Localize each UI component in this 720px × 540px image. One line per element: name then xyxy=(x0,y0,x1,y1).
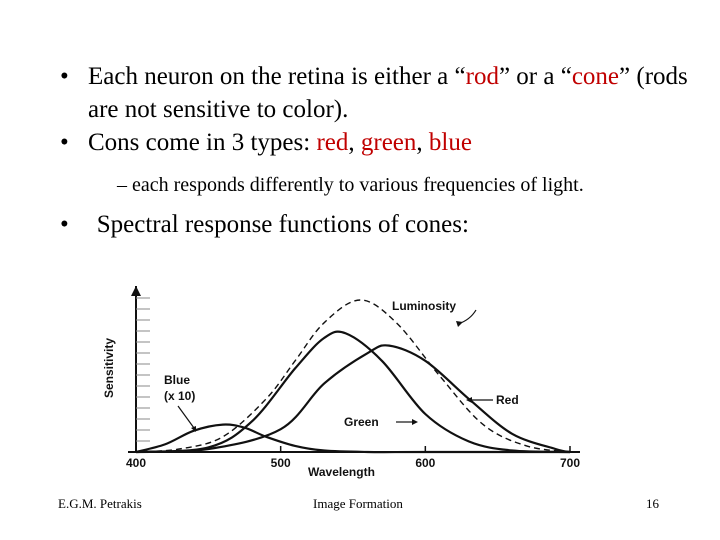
b1-post: ” (rods are not sensitive to color). xyxy=(88,63,688,123)
bullet-glyph: • xyxy=(60,129,69,156)
label-blue: Blue xyxy=(164,373,190,387)
curve-blue xyxy=(135,423,570,454)
label-red: Red xyxy=(496,393,519,407)
arrowhead-luminosity xyxy=(456,321,463,327)
x-tick-label: 600 xyxy=(415,456,435,470)
x-tick-label: 700 xyxy=(560,456,580,470)
arrow-blue xyxy=(177,405,195,429)
b1-pre: Each neuron on the retina is either a “ xyxy=(88,63,466,90)
y-axis-arrow xyxy=(131,286,141,296)
bullet-1-text: Each neuron on the retina is either a “r… xyxy=(88,60,700,126)
curves xyxy=(135,299,571,454)
x-tick-label: 400 xyxy=(126,456,146,470)
x-ticks: 400 500 600 700 xyxy=(126,446,580,470)
bullet-1: • Each neuron on the retina is either a … xyxy=(60,60,700,159)
label-blue-scale: (x 10) xyxy=(164,389,195,403)
spectral-response-chart: 400 500 600 700 Sensitivity Wavelength Lumi… xyxy=(102,286,580,479)
footer-page-number: 16 xyxy=(646,496,659,511)
bullet-glyph: • xyxy=(60,211,69,238)
footer-author: E.G.M. Petrakis xyxy=(58,496,142,511)
x-tick-label: 500 xyxy=(271,456,291,470)
footer-title: Image Formation xyxy=(313,496,403,511)
bullet-glyph: • xyxy=(60,63,69,90)
word-green: green xyxy=(360,129,417,156)
b2-pre: Cons come in 3 types: xyxy=(88,129,317,156)
arrowhead-blue xyxy=(191,426,196,432)
word-rod: rod xyxy=(465,63,499,90)
b1-mid: ” or a “ xyxy=(498,63,572,90)
arrowhead-red xyxy=(466,397,472,403)
bullet-3: • Spectral response functions of cones: xyxy=(60,208,469,241)
curve-luminosity xyxy=(135,299,571,453)
sub-bullet: – each responds differently to various f… xyxy=(117,174,584,196)
word-cone: cone xyxy=(571,63,620,90)
y-ticks xyxy=(136,297,150,442)
bullet-2-text: Cons come in 3 types: red, green, blue xyxy=(88,126,700,159)
curve-red xyxy=(135,344,571,454)
y-axis-label: Sensitivity xyxy=(102,338,116,398)
curve-green xyxy=(135,330,571,454)
b2-sep2: , xyxy=(416,129,429,156)
label-green: Green xyxy=(344,415,379,429)
arrowhead-green xyxy=(412,419,418,425)
word-blue: blue xyxy=(428,129,472,156)
label-luminosity: Luminosity xyxy=(392,299,456,313)
bullet-3-text: Spectral response functions of cones: xyxy=(96,211,469,238)
word-red: red xyxy=(316,129,349,156)
b2-sep1: , xyxy=(348,129,361,156)
x-axis-label: Wavelength xyxy=(308,465,375,479)
